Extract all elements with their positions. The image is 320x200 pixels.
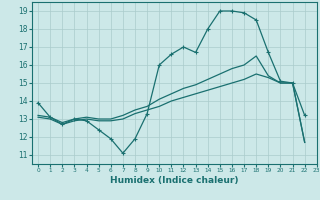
X-axis label: Humidex (Indice chaleur): Humidex (Indice chaleur) (110, 176, 239, 185)
